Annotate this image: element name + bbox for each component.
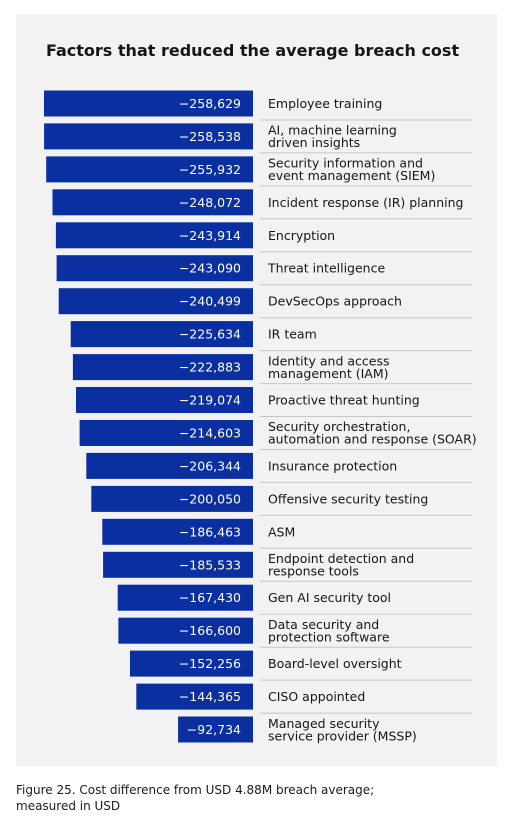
bar-group: −152,256 Board-level oversight bbox=[130, 650, 472, 681]
bar-group: −92,734 Managed security service provider … bbox=[178, 716, 417, 744]
bar bbox=[44, 90, 253, 117]
bar-value-label: −240,499 bbox=[179, 294, 241, 309]
bar bbox=[44, 123, 253, 150]
bar-value-label: −243,914 bbox=[179, 228, 241, 243]
figure-caption: Figure 25. Cost difference from USD 4.88… bbox=[16, 783, 375, 813]
bar-value-label: −92,734 bbox=[187, 722, 241, 737]
category-label: Identity and access management (IAM) bbox=[268, 353, 390, 381]
bar bbox=[178, 716, 253, 743]
category-label: Data security and protection software bbox=[268, 617, 390, 645]
bar-value-label: −214,603 bbox=[179, 426, 241, 441]
bar-group: −258,629 Employee training bbox=[44, 90, 472, 121]
bar-value-label: −243,090 bbox=[179, 261, 241, 276]
bar-group: −258,538 AI, machine learning driven insig… bbox=[44, 123, 472, 154]
bar bbox=[46, 156, 254, 183]
bar bbox=[52, 189, 253, 216]
bar-group: −144,365 CISO appointed bbox=[136, 683, 472, 714]
bar bbox=[91, 485, 253, 512]
bar bbox=[55, 222, 254, 249]
bar-value-label: −222,883 bbox=[179, 360, 241, 375]
bar bbox=[130, 650, 253, 677]
category-label: Board-level oversight bbox=[268, 656, 402, 671]
category-label: IR team bbox=[268, 327, 317, 342]
bar-group: −225,634 IR team bbox=[70, 321, 472, 352]
bar-group: −206,344 Insurance protection bbox=[86, 452, 472, 483]
bar bbox=[117, 584, 253, 611]
bar-group: −166,600 Data security and protection soft… bbox=[118, 617, 472, 648]
bar bbox=[70, 321, 253, 348]
category-label: Gen AI security tool bbox=[268, 590, 391, 605]
category-label: Threat intelligence bbox=[267, 261, 385, 276]
bar-group: −240,499 DevSecOps approach bbox=[58, 288, 472, 319]
bar-value-label: −186,463 bbox=[179, 524, 241, 539]
bar-group: −186,463 ASM bbox=[102, 518, 472, 549]
bar-group: −167,430 Gen AI security tool bbox=[117, 584, 472, 615]
bar-value-label: −166,600 bbox=[179, 623, 241, 638]
bar-chart: −258,629 Employee training −258,538 AI, mac… bbox=[44, 90, 477, 744]
category-label: Offensive security testing bbox=[268, 491, 428, 506]
category-label: Security orchestration, automation and re… bbox=[268, 419, 477, 447]
category-label: Proactive threat hunting bbox=[268, 393, 420, 408]
bar-group: −214,603 Security orchestration, automatio… bbox=[79, 419, 477, 450]
bar-group: −243,914 Encryption bbox=[55, 222, 472, 253]
category-label: Endpoint detection and response tools bbox=[268, 551, 414, 579]
category-label: ASM bbox=[268, 524, 295, 539]
bar-value-label: −167,430 bbox=[179, 590, 241, 605]
category-label: Managed security service provider (MSSP) bbox=[268, 716, 417, 744]
bar bbox=[58, 288, 254, 315]
bar bbox=[79, 420, 253, 446]
bar-value-label: −248,072 bbox=[179, 195, 241, 210]
bar bbox=[86, 452, 253, 479]
category-label: Employee training bbox=[268, 96, 382, 111]
bar-value-label: −152,256 bbox=[179, 656, 241, 671]
bar bbox=[72, 354, 254, 381]
category-label: Insurance protection bbox=[268, 458, 397, 473]
bar-value-label: −258,538 bbox=[179, 129, 241, 144]
bar-group: −219,074 Proactive threat hunting bbox=[76, 387, 472, 417]
bar-group: −185,533 Endpoint detection and response t… bbox=[103, 551, 472, 582]
bar-value-label: −258,629 bbox=[179, 96, 241, 111]
bar-value-label: −144,365 bbox=[179, 689, 241, 704]
bar bbox=[103, 551, 253, 578]
bar bbox=[102, 518, 253, 545]
category-label: AI, machine learning driven insights bbox=[268, 123, 397, 151]
bar-value-label: −206,344 bbox=[179, 458, 241, 473]
bar-group: −222,883 Identity and access management (I… bbox=[72, 353, 472, 385]
bar-value-label: −255,932 bbox=[179, 162, 241, 177]
bar bbox=[136, 683, 253, 710]
category-label: Incident response (IR) planning bbox=[268, 195, 463, 210]
bar-value-label: −225,634 bbox=[179, 327, 241, 342]
category-label: Security information and event management… bbox=[268, 156, 435, 184]
bar bbox=[56, 255, 253, 282]
bar-value-label: −185,533 bbox=[179, 557, 241, 572]
category-label: CISO appointed bbox=[268, 689, 365, 704]
bar-group: −200,050 Offensive security testing bbox=[91, 485, 472, 516]
bar bbox=[76, 387, 253, 413]
bar-group: −248,072 Incident response (IR) planning bbox=[52, 189, 472, 220]
bar-group: −255,932 Security information and event ma… bbox=[46, 156, 472, 187]
bar bbox=[118, 617, 254, 644]
category-label: Encryption bbox=[268, 228, 335, 243]
bar-value-label: −219,074 bbox=[179, 393, 241, 408]
chart-title: Factors that reduced the average breach … bbox=[46, 41, 460, 60]
category-label: DevSecOps approach bbox=[268, 294, 402, 309]
bar-value-label: −200,050 bbox=[179, 491, 241, 506]
bar-group: −243,090 Threat intelligence bbox=[56, 255, 472, 286]
